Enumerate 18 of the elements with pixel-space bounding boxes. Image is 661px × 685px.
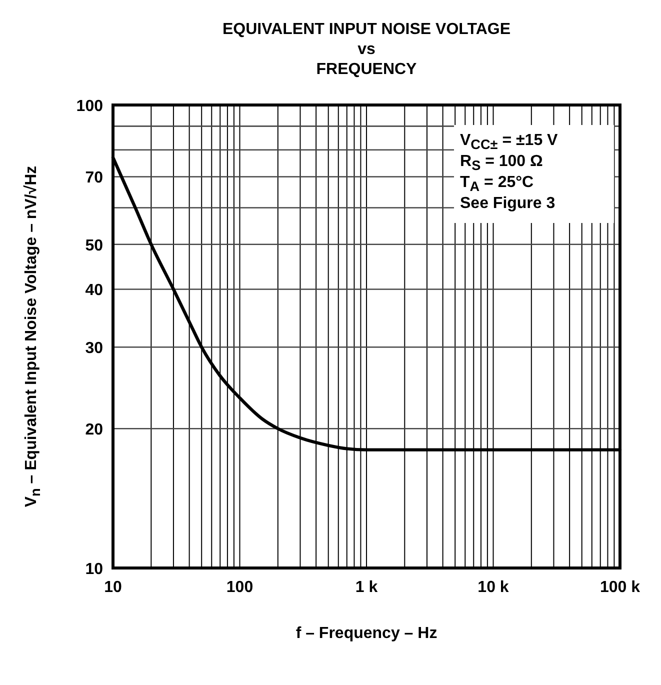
y-tick-label: 30 [85, 340, 104, 358]
x-tick-label: 10 [104, 579, 122, 596]
y-tick-label: 40 [85, 282, 104, 300]
x-axis-title: f – Frequency – Hz [296, 625, 438, 642]
x-tick-label: 1 k [355, 579, 378, 596]
x-tick-label: 100 [226, 579, 254, 596]
annotation: T$_{A}$ = 25°C [460, 174, 534, 194]
x-tick-label: 100 k [600, 579, 640, 596]
x-tick-label: 10 k [478, 579, 509, 596]
y-tick-label: 50 [85, 237, 104, 254]
y-tick-label: 70 [85, 170, 104, 187]
y-tick-label: 100 [76, 98, 104, 115]
annotation: R$_{S}$ = 100 Ω [460, 153, 544, 174]
y-tick-label: 20 [85, 422, 104, 439]
chart-title: EQUIVALENT INPUT NOISE VOLTAGE vs FREQUENCY [222, 21, 511, 78]
annotation: V$_{CC±}$ = ±15 V [460, 132, 558, 152]
annotation: See Figure 3 [460, 195, 556, 212]
y-tick-label: 10 [85, 561, 104, 578]
